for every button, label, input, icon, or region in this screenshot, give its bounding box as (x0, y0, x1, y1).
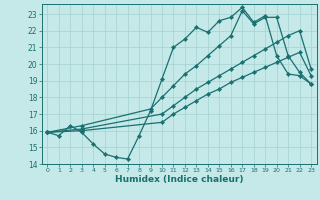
X-axis label: Humidex (Indice chaleur): Humidex (Indice chaleur) (115, 175, 244, 184)
